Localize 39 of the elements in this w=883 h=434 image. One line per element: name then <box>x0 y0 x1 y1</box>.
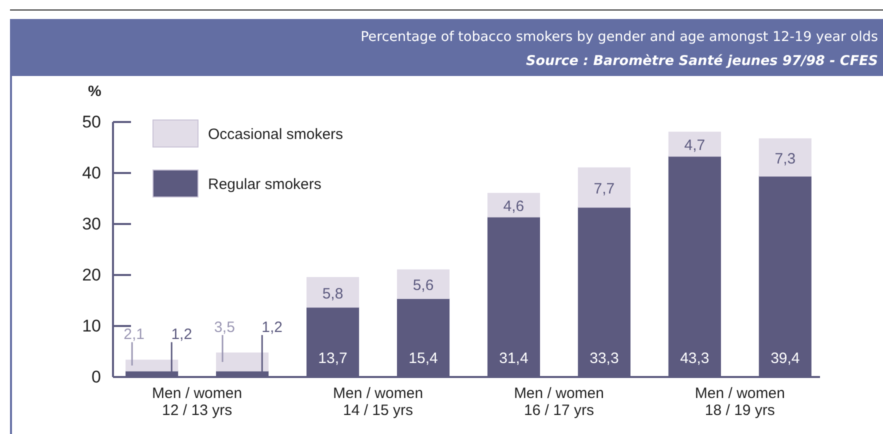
data-label: 7,7 <box>594 180 615 198</box>
y-tick-label: 0 <box>92 367 101 386</box>
data-label: 7,3 <box>774 150 796 168</box>
data-label: 2,1 <box>124 326 144 344</box>
y-tick-label: 10 <box>82 316 101 336</box>
x-tick-label: Men / women 18 / 19 yrs <box>694 385 785 419</box>
y-axis-title: % <box>88 83 102 100</box>
data-label: 5,8 <box>322 285 344 302</box>
y-tick-label: 40 <box>82 163 101 182</box>
data-label: 1,2 <box>262 319 283 336</box>
data-label: 5,6 <box>412 277 434 294</box>
data-label: 4,7 <box>684 137 706 154</box>
bar <box>758 138 812 177</box>
bar <box>306 277 360 308</box>
x-tick-label: Men / women 16 / 17 yrs <box>514 385 604 419</box>
y-tick-label: 20 <box>82 265 101 284</box>
data-label: 4,6 <box>503 198 524 216</box>
bar <box>216 352 269 372</box>
legend-label: Occasional smokers <box>208 126 344 143</box>
bar <box>578 167 630 208</box>
legend-label: Regular smokers <box>208 176 322 193</box>
bar <box>126 360 178 372</box>
data-label: 31,4 <box>499 350 528 367</box>
data-label: 1,2 <box>171 326 192 344</box>
bar <box>487 192 540 218</box>
y-tick-label: 30 <box>82 214 101 234</box>
x-tick-label: Men / women 12 / 13 yrs <box>152 385 242 419</box>
data-label: 13,7 <box>318 350 348 367</box>
bar <box>396 269 450 299</box>
x-tick-label: Men / women 14 / 15 yrs <box>333 385 424 419</box>
source-note: Source : Baromètre Santé jeunes 97/98 - CFES <box>526 53 878 69</box>
y-tick-label: 50 <box>82 112 101 132</box>
chart-title: Percentage of tobacco smokers by gender and age amongst 12-19 year olds <box>360 29 878 45</box>
data-label: 15,4 <box>408 350 438 367</box>
data-label: 43,3 <box>680 350 710 367</box>
data-label: 33,3 <box>590 350 619 367</box>
bar <box>668 132 721 157</box>
data-label: 3,5 <box>214 319 235 336</box>
data-label: 39,4 <box>770 350 800 367</box>
